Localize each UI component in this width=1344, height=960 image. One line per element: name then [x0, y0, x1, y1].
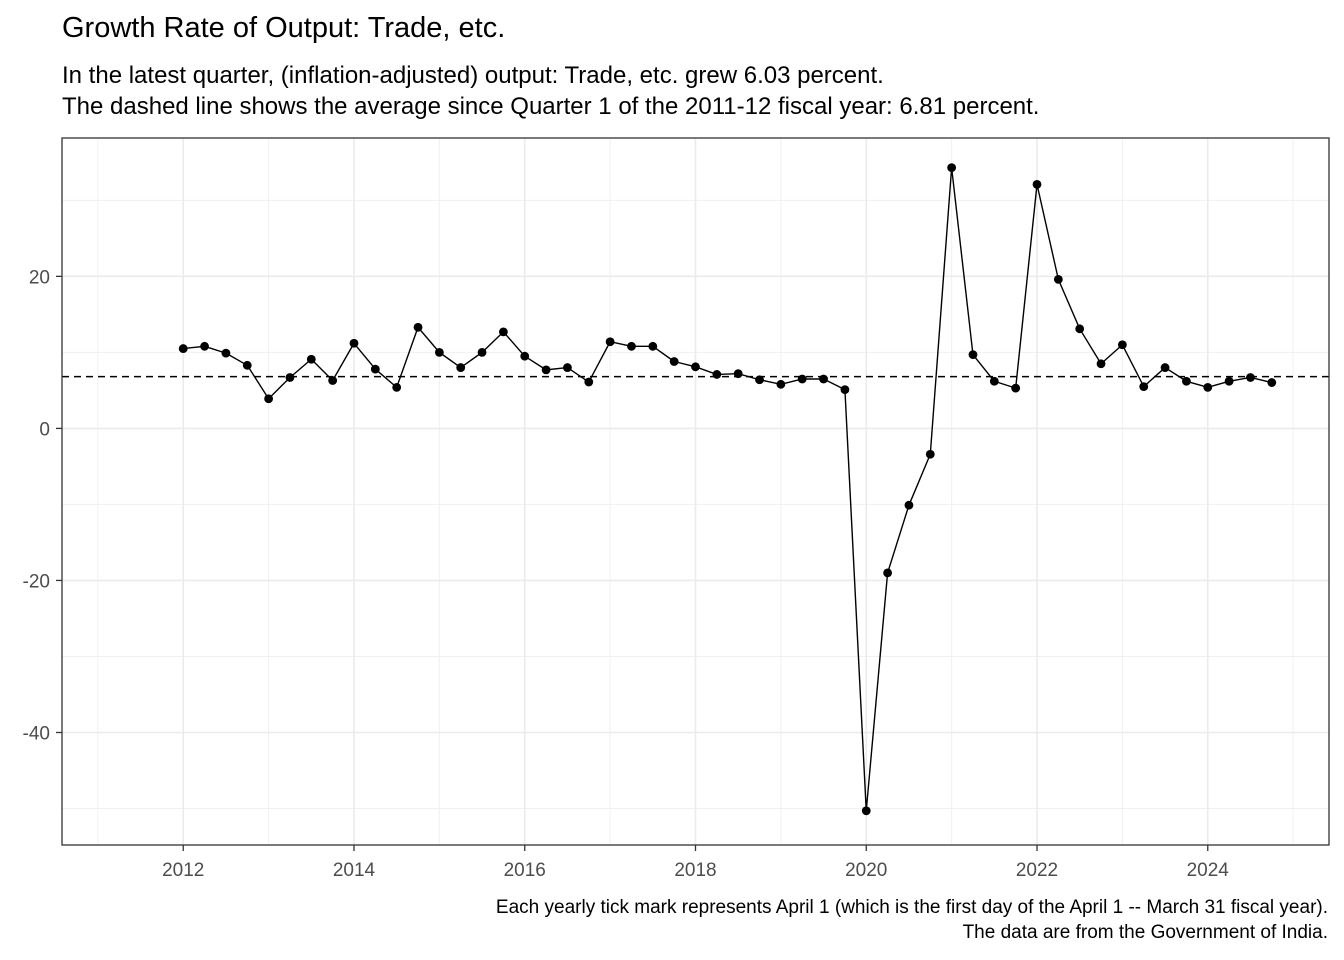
data-point: [1096, 359, 1106, 369]
data-point: [1032, 179, 1042, 189]
x-tick-label: 2016: [504, 860, 546, 881]
data-point: [264, 394, 274, 404]
data-point: [499, 327, 508, 337]
data-point: [200, 341, 209, 351]
data-point: [1267, 378, 1277, 387]
major-gridlines: [62, 138, 1329, 845]
axis-layer: 2012 2014 2016 2018 2020 2022 2024 -40 -20 0 20: [23, 267, 1230, 881]
data-point: [349, 338, 359, 348]
data-point: [541, 365, 551, 375]
data-point: [285, 373, 295, 382]
data-point: [242, 360, 252, 370]
data-point: [1224, 376, 1234, 386]
data-point: [584, 377, 594, 387]
data-point: [755, 375, 764, 385]
data-point: [627, 341, 636, 351]
data-point: [1139, 382, 1149, 391]
data-point: [328, 376, 338, 385]
chart-subtitle-line-2: The dashed line shows the average since …: [62, 93, 1040, 120]
data-point: [178, 344, 188, 353]
y-tick-label: 0: [39, 419, 50, 440]
x-tick-label: 2018: [674, 860, 716, 881]
data-point: [925, 449, 935, 459]
data-point: [648, 341, 658, 351]
data-point: [861, 806, 871, 816]
y-tick-label: 20: [29, 267, 50, 288]
data-point: [1160, 363, 1170, 372]
data-point: [413, 322, 423, 332]
data-point: [605, 337, 615, 347]
data-point: [392, 382, 402, 392]
x-tick-label: 2020: [845, 860, 887, 881]
data-point: [819, 374, 828, 384]
data-point: [1075, 324, 1085, 334]
data-point: [968, 350, 978, 360]
chart-subtitle-line-1: In the latest quarter, (inflation-adjust…: [62, 62, 884, 89]
caption-line-1: Each yearly tick mark represents April 1…: [495, 897, 1328, 918]
data-point: [904, 500, 914, 510]
x-tick-label: 2024: [1187, 860, 1230, 881]
chart-title: Growth Rate of Output: Trade, etc.: [62, 12, 506, 44]
data-point: [1011, 383, 1021, 393]
data-point: [1182, 376, 1191, 386]
x-tick-label: 2022: [1016, 860, 1058, 881]
data-point: [1246, 373, 1255, 382]
data-point: [1203, 382, 1213, 392]
data-point: [947, 163, 957, 173]
data-point: [520, 351, 530, 361]
data-point: [669, 357, 679, 366]
data-point: [1053, 275, 1063, 284]
data-point: [434, 347, 444, 357]
caption-line-2: The data are from the Government of Indi…: [962, 922, 1328, 943]
series-layer: [178, 163, 1277, 816]
series-line: [183, 166, 1272, 812]
data-point: [456, 363, 466, 372]
data-point: [1117, 340, 1127, 350]
data-point: [733, 369, 743, 379]
data-point: [776, 379, 786, 389]
data-point: [691, 362, 700, 372]
data-point: [883, 568, 892, 578]
data-point: [477, 347, 487, 357]
data-point: [221, 348, 231, 358]
x-tick-label: 2012: [162, 860, 204, 881]
data-point: [563, 363, 572, 372]
data-point: [840, 385, 850, 395]
y-tick-label: -20: [23, 571, 50, 592]
data-point: [370, 364, 380, 374]
data-point: [797, 374, 807, 384]
data-point: [989, 376, 999, 386]
data-point: [306, 354, 316, 364]
x-tick-label: 2014: [333, 860, 376, 881]
data-point: [712, 370, 722, 379]
y-tick-label: -40: [23, 723, 50, 744]
